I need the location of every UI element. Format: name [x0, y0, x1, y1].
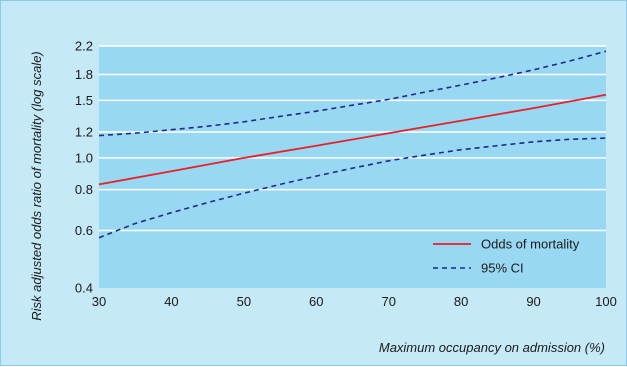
ci-line — [98, 137, 607, 239]
y-axis-title: Risk adjusted odds ratio of mortality (l… — [29, 51, 44, 321]
x-tick-label: 60 — [309, 294, 323, 309]
y-tick-label: 0.8 — [75, 182, 93, 197]
x-tick-label: 100 — [595, 294, 617, 309]
x-axis-title: Maximum occupancy on admission (%) — [379, 340, 605, 355]
x-tick-label: 40 — [164, 294, 178, 309]
plot-area — [99, 46, 606, 288]
y-tick-label: 0.4 — [75, 281, 93, 296]
y-tick-labels: 0.4 0.6 0.8 1.0 1.2 1.5 1.8 2.2 — [75, 39, 93, 296]
y-tick-label: 1.5 — [75, 93, 93, 108]
gridlines — [99, 45, 606, 232]
y-tick-label: 1.2 — [75, 125, 93, 140]
y-tick-label: 0.6 — [75, 223, 93, 238]
legend-label: Odds of mortality — [481, 237, 580, 252]
legend: Odds of mortality 95% CI — [433, 237, 580, 276]
odds-line — [98, 93, 607, 186]
ci-line — [98, 50, 607, 137]
y-tick-label: 1.8 — [75, 67, 93, 82]
x-tick-label: 70 — [381, 294, 395, 309]
x-tick-label: 30 — [92, 294, 106, 309]
x-tick-label: 80 — [454, 294, 468, 309]
x-tick-labels: 30 40 50 60 70 80 90 100 — [92, 294, 617, 309]
x-tick-label: 90 — [526, 294, 540, 309]
y-tick-label: 2.2 — [75, 39, 93, 54]
y-tick-label: 1.0 — [75, 150, 93, 165]
x-tick-label: 50 — [237, 294, 251, 309]
legend-label: 95% CI — [481, 261, 524, 276]
series-lines — [98, 50, 607, 239]
